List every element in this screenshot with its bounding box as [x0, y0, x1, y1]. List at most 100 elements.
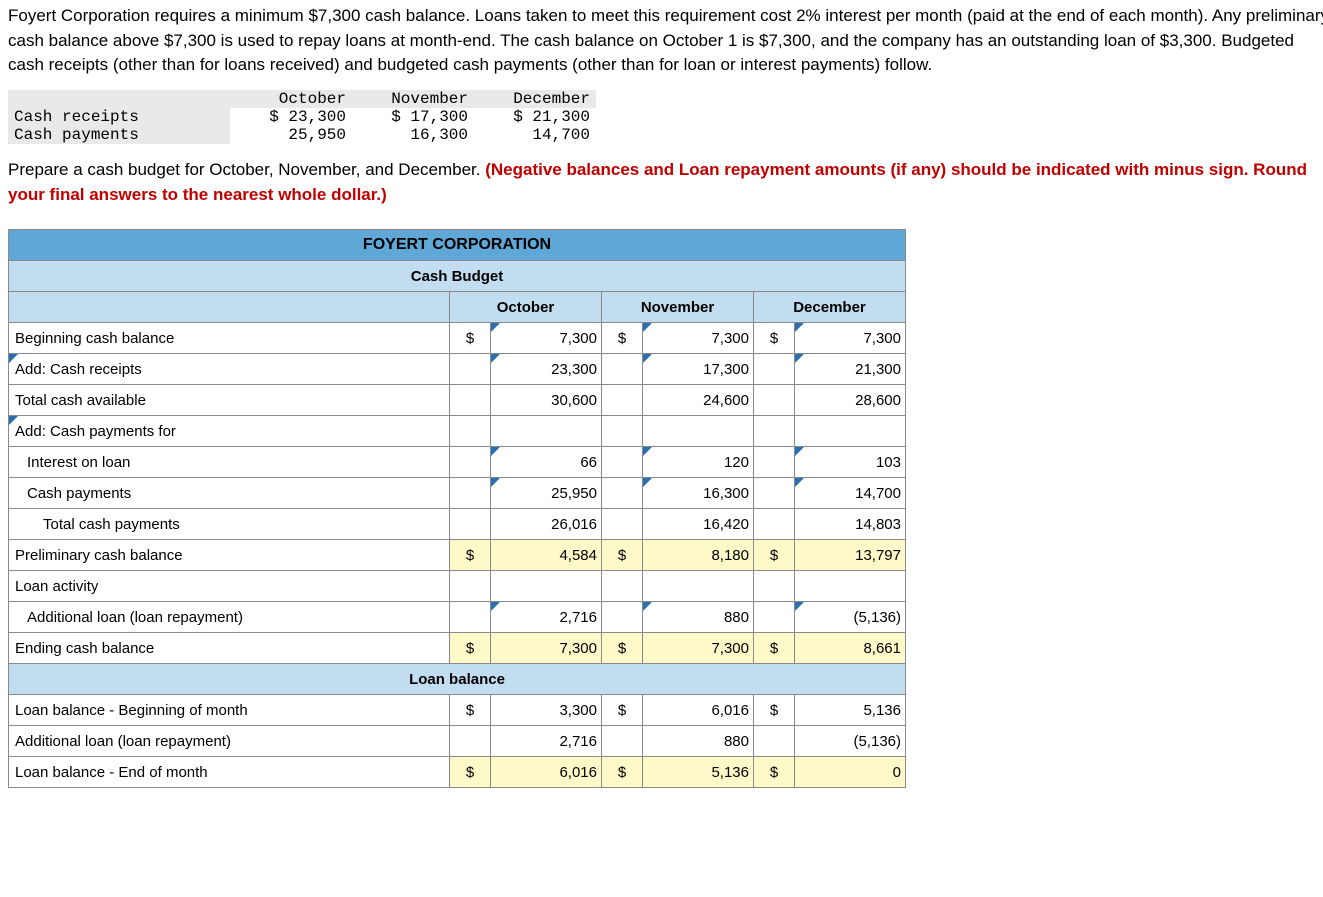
value-tpay-1: 16,420 [643, 509, 754, 540]
currency-rcpts-2 [754, 354, 795, 385]
col-december: December [754, 292, 906, 323]
value-lact-0 [491, 571, 602, 602]
value-beg-0[interactable]: 7,300 [491, 323, 602, 354]
value-payhdr-2 [795, 416, 906, 447]
currency-prelim-2: $ [754, 540, 795, 571]
value-payhdr-0 [491, 416, 602, 447]
currency-lbend-1: $ [602, 757, 643, 788]
value-addl-2[interactable]: (5,136) [795, 602, 906, 633]
value-laddl-0: 2,716 [491, 726, 602, 757]
given-receipts-dec: $ 21,300 [474, 108, 596, 126]
col-november: November [602, 292, 754, 323]
value-avail-1: 24,600 [643, 385, 754, 416]
col-october: October [450, 292, 602, 323]
row-label-end: Ending cash balance [9, 633, 450, 664]
value-cpay-0[interactable]: 25,950 [491, 478, 602, 509]
given-col-nov: November [352, 90, 474, 108]
given-row-payments-label: Cash payments [8, 126, 230, 144]
row-label-lbbeg: Loan balance - Beginning of month [9, 695, 450, 726]
currency-lact-1 [602, 571, 643, 602]
given-receipts-oct: $ 23,300 [230, 108, 352, 126]
value-lact-1 [643, 571, 754, 602]
value-avail-0: 30,600 [491, 385, 602, 416]
value-addl-1[interactable]: 880 [643, 602, 754, 633]
value-lbend-2: 0 [795, 757, 906, 788]
budget-section2: Loan balance [9, 664, 906, 695]
currency-laddl-1 [602, 726, 643, 757]
currency-beg-2: $ [754, 323, 795, 354]
row-label-prelim: Preliminary cash balance [9, 540, 450, 571]
currency-lbend-0: $ [450, 757, 491, 788]
value-prelim-2: 13,797 [795, 540, 906, 571]
currency-laddl-2 [754, 726, 795, 757]
given-payments-dec: 14,700 [474, 126, 596, 144]
value-rcpts-2[interactable]: 21,300 [795, 354, 906, 385]
currency-lact-2 [754, 571, 795, 602]
value-prelim-0: 4,584 [491, 540, 602, 571]
row-label-payhdr[interactable]: Add: Cash payments for [9, 416, 450, 447]
value-end-1: 7,300 [643, 633, 754, 664]
value-lbend-0: 6,016 [491, 757, 602, 788]
currency-lbbeg-1: $ [602, 695, 643, 726]
budget-title: FOYERT CORPORATION [9, 230, 906, 261]
value-int-0[interactable]: 66 [491, 447, 602, 478]
value-rcpts-0[interactable]: 23,300 [491, 354, 602, 385]
row-label-lbend: Loan balance - End of month [9, 757, 450, 788]
currency-addl-2 [754, 602, 795, 633]
row-label-laddl: Additional loan (loan repayment) [9, 726, 450, 757]
value-cpay-1[interactable]: 16,300 [643, 478, 754, 509]
given-payments-oct: 25,950 [230, 126, 352, 144]
value-beg-2[interactable]: 7,300 [795, 323, 906, 354]
value-lbend-1: 5,136 [643, 757, 754, 788]
value-lbbeg-0: 3,300 [491, 695, 602, 726]
currency-int-2 [754, 447, 795, 478]
instruction-text: Prepare a cash budget for October, Novem… [8, 158, 1323, 207]
value-laddl-2: (5,136) [795, 726, 906, 757]
currency-cpay-2 [754, 478, 795, 509]
currency-beg-0: $ [450, 323, 491, 354]
value-int-1[interactable]: 120 [643, 447, 754, 478]
value-lbbeg-2: 5,136 [795, 695, 906, 726]
value-rcpts-1[interactable]: 17,300 [643, 354, 754, 385]
problem-intro: Foyert Corporation requires a minimum $7… [8, 4, 1323, 78]
currency-avail-0 [450, 385, 491, 416]
currency-lbbeg-0: $ [450, 695, 491, 726]
row-label-tpay: Total cash payments [9, 509, 450, 540]
currency-addl-0 [450, 602, 491, 633]
currency-laddl-0 [450, 726, 491, 757]
currency-tpay-0 [450, 509, 491, 540]
currency-beg-1: $ [602, 323, 643, 354]
value-lbbeg-1: 6,016 [643, 695, 754, 726]
currency-end-1: $ [602, 633, 643, 664]
value-addl-0[interactable]: 2,716 [491, 602, 602, 633]
currency-cpay-0 [450, 478, 491, 509]
row-label-int: Interest on loan [9, 447, 450, 478]
value-payhdr-1 [643, 416, 754, 447]
currency-lbend-2: $ [754, 757, 795, 788]
value-laddl-1: 880 [643, 726, 754, 757]
row-label-rcpts[interactable]: Add: Cash receipts [9, 354, 450, 385]
currency-addl-1 [602, 602, 643, 633]
currency-rcpts-0 [450, 354, 491, 385]
currency-end-2: $ [754, 633, 795, 664]
currency-cpay-1 [602, 478, 643, 509]
currency-avail-1 [602, 385, 643, 416]
row-label-lact: Loan activity [9, 571, 450, 602]
row-label-cpay: Cash payments [9, 478, 450, 509]
value-tpay-0: 26,016 [491, 509, 602, 540]
currency-payhdr-2 [754, 416, 795, 447]
instruction-plain: Prepare a cash budget for October, Novem… [8, 160, 485, 179]
value-tpay-2: 14,803 [795, 509, 906, 540]
value-prelim-1: 8,180 [643, 540, 754, 571]
currency-end-0: $ [450, 633, 491, 664]
given-col-dec: December [474, 90, 596, 108]
currency-payhdr-1 [602, 416, 643, 447]
value-int-2[interactable]: 103 [795, 447, 906, 478]
currency-tpay-1 [602, 509, 643, 540]
value-cpay-2[interactable]: 14,700 [795, 478, 906, 509]
value-avail-2: 28,600 [795, 385, 906, 416]
value-beg-1[interactable]: 7,300 [643, 323, 754, 354]
given-data-table: October November December Cash receipts … [8, 90, 596, 144]
given-receipts-nov: $ 17,300 [352, 108, 474, 126]
currency-tpay-2 [754, 509, 795, 540]
